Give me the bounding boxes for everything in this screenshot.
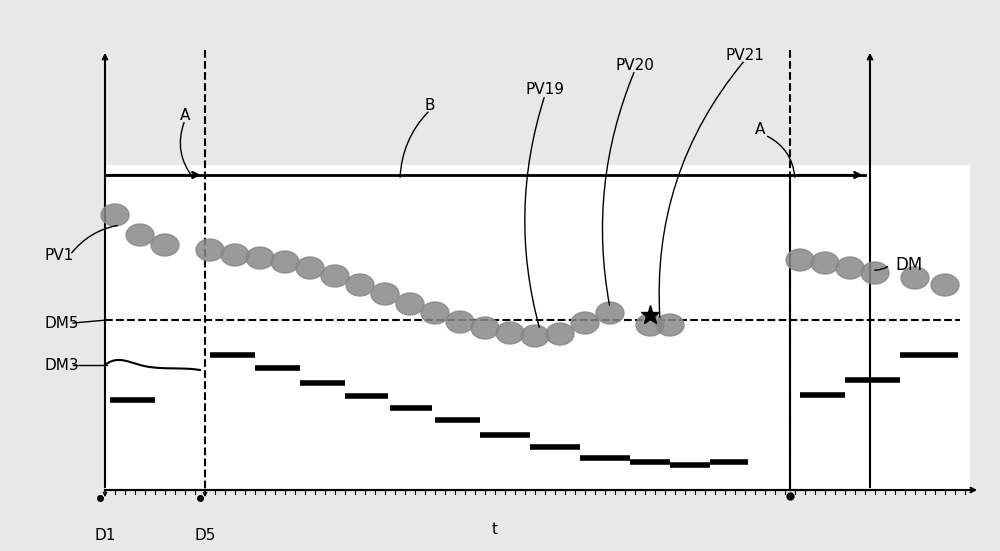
Ellipse shape xyxy=(101,204,129,226)
Text: t: t xyxy=(492,522,498,537)
Text: PV21: PV21 xyxy=(726,47,764,62)
Ellipse shape xyxy=(346,274,374,296)
Text: PV20: PV20 xyxy=(616,57,654,73)
Ellipse shape xyxy=(656,314,684,336)
Ellipse shape xyxy=(836,257,864,279)
Text: D5: D5 xyxy=(194,527,216,543)
Ellipse shape xyxy=(496,322,524,344)
Ellipse shape xyxy=(571,312,599,334)
Ellipse shape xyxy=(196,239,224,261)
Ellipse shape xyxy=(931,274,959,296)
Ellipse shape xyxy=(151,234,179,256)
Ellipse shape xyxy=(126,224,154,246)
Ellipse shape xyxy=(546,323,574,345)
Ellipse shape xyxy=(901,267,929,289)
Text: A: A xyxy=(180,107,190,122)
Text: DM5: DM5 xyxy=(45,316,80,331)
Text: A: A xyxy=(755,122,765,138)
Ellipse shape xyxy=(396,293,424,315)
Ellipse shape xyxy=(246,247,274,269)
Ellipse shape xyxy=(221,244,249,266)
Ellipse shape xyxy=(321,265,349,287)
Text: PV19: PV19 xyxy=(526,83,564,98)
Ellipse shape xyxy=(786,249,814,271)
Ellipse shape xyxy=(521,325,549,347)
Text: DM: DM xyxy=(895,256,922,274)
Bar xyxy=(105,165,970,490)
Text: B: B xyxy=(425,98,435,112)
Ellipse shape xyxy=(446,311,474,333)
Text: DM3: DM3 xyxy=(45,358,80,372)
Ellipse shape xyxy=(811,252,839,274)
Ellipse shape xyxy=(421,302,449,324)
Ellipse shape xyxy=(861,262,889,284)
Ellipse shape xyxy=(596,302,624,324)
Text: D1: D1 xyxy=(94,527,116,543)
Ellipse shape xyxy=(371,283,399,305)
Ellipse shape xyxy=(296,257,324,279)
Ellipse shape xyxy=(271,251,299,273)
Ellipse shape xyxy=(471,317,499,339)
Text: PV1: PV1 xyxy=(45,247,74,262)
Ellipse shape xyxy=(636,314,664,336)
